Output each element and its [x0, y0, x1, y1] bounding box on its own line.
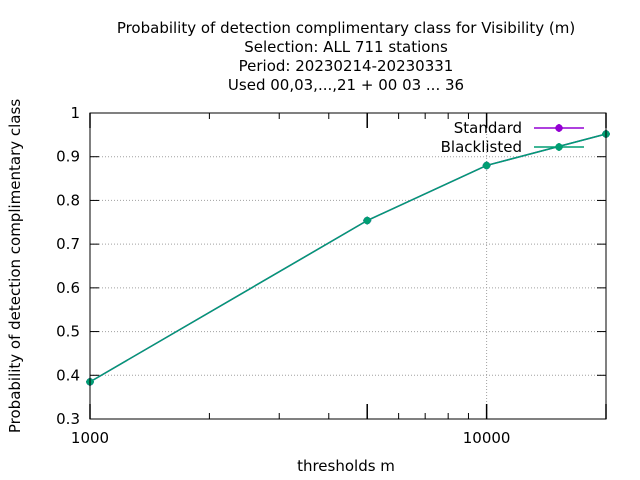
y-tick-label: 1	[70, 104, 80, 122]
y-tick-label: 0.8	[56, 191, 80, 209]
title-line-2: Selection: ALL 711 stations	[244, 38, 448, 56]
chart-title: Probability of detection complimentary c…	[117, 19, 575, 94]
legend-label-standard: Standard	[454, 119, 522, 137]
title-line-3: Period: 20230214-20230331	[239, 57, 454, 75]
title-line-4: Used 00,03,...,21 + 00 03 ... 36	[228, 76, 464, 94]
legend-label-blacklisted: Blacklisted	[441, 138, 522, 156]
y-axis-label: Probability of detection complimentary c…	[6, 99, 24, 433]
y-tick-label: 0.6	[56, 279, 80, 297]
grid-lines	[90, 113, 606, 419]
series-lines	[86, 129, 610, 386]
x-tick-label: 1000	[71, 429, 109, 447]
data-point-blacklisted	[363, 216, 372, 225]
y-tick-label: 0.5	[56, 323, 80, 341]
y-tick-label: 0.9	[56, 148, 80, 166]
axis-ticks	[89, 112, 607, 420]
x-axis-label: thresholds m	[297, 457, 395, 475]
y-tick-label: 0.4	[56, 366, 80, 384]
series-line-blacklisted	[89, 133, 607, 383]
data-point-blacklisted	[482, 161, 491, 170]
plot-border	[89, 112, 607, 420]
series-line-standard	[89, 133, 607, 383]
x-tick-label: 10000	[463, 429, 511, 447]
tick-labels: 0.3 0.4 0.5 0.6 0.7 0.8 0.9 1 1000 10000	[56, 104, 510, 447]
y-tick-label: 0.7	[56, 235, 80, 253]
legend-marker-standard	[555, 124, 563, 132]
legend-marker-blacklisted	[555, 143, 563, 151]
title-line-1: Probability of detection complimentary c…	[117, 19, 575, 37]
y-tick-label: 0.3	[56, 410, 80, 428]
